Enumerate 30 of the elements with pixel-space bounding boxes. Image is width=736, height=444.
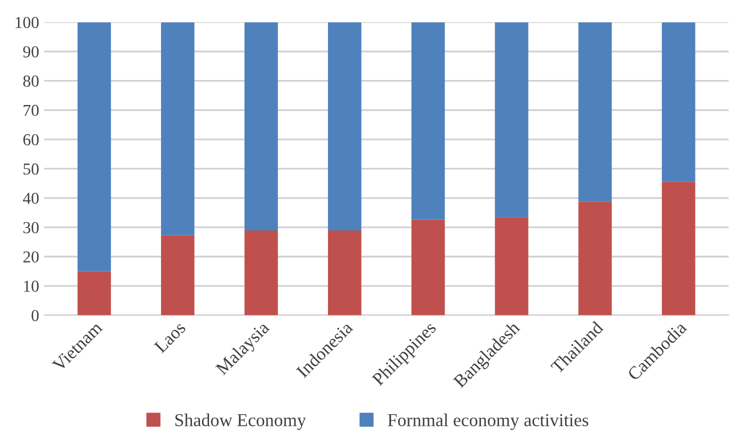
bar — [161, 22, 194, 236]
legend-label: Shadow Economy — [175, 414, 306, 430]
legend-label: Fornmal economy activities — [388, 414, 588, 430]
x-tick-label: Laos — [154, 321, 186, 354]
y-tick-label: 50 — [24, 163, 39, 175]
bar — [578, 202, 612, 316]
y-tick-label: 90 — [23, 46, 39, 58]
bar — [78, 22, 111, 272]
y-tick-label: 80 — [23, 76, 39, 87]
bar — [411, 22, 445, 220]
bar — [161, 235, 194, 316]
bar — [494, 22, 528, 218]
y-tick-label: 20 — [23, 251, 39, 263]
y-tick-label: 60 — [23, 134, 39, 146]
bar — [411, 220, 445, 316]
y-tick-label: 70 — [24, 104, 39, 116]
bar — [328, 230, 362, 316]
bar — [244, 230, 278, 316]
bar — [494, 217, 528, 316]
bar — [328, 22, 362, 231]
bar — [578, 22, 612, 202]
y-tick-label: 0 — [32, 310, 39, 322]
y-tick-label: 30 — [23, 222, 39, 234]
bar — [662, 182, 696, 316]
y-tick-label: 40 — [22, 192, 39, 204]
bar — [662, 22, 696, 182]
bar — [78, 271, 111, 316]
bar — [244, 22, 278, 231]
y-tick-label: 10 — [24, 280, 39, 292]
y-tick-label: 100 — [16, 16, 39, 28]
